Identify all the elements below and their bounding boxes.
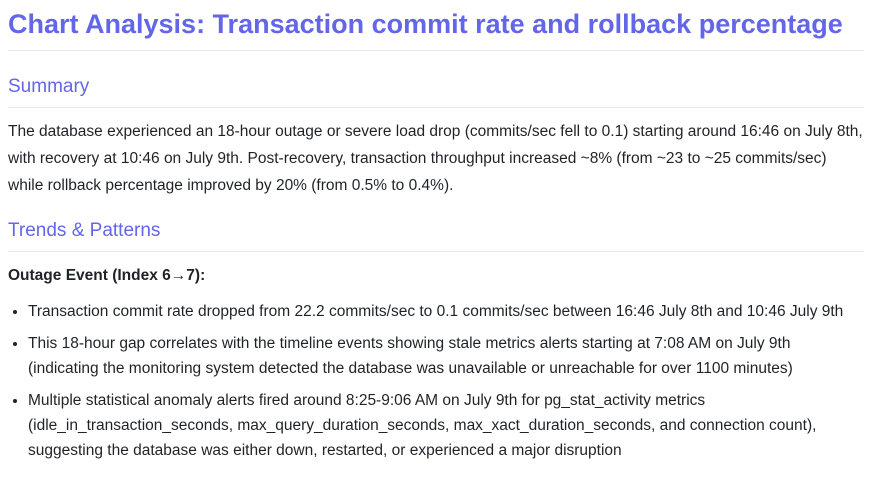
section-heading: Summary — [8, 51, 864, 108]
document: Chart Analysis: Transaction commit rate … — [0, 0, 872, 463]
section-heading: Trends & Patterns — [8, 199, 864, 252]
bullet: Transaction commit rate dropped from 22.… — [28, 299, 864, 324]
summary-text: The database experienced an 18-hour outa… — [8, 123, 863, 194]
bullet-list: Transaction commit rate dropped from 22.… — [8, 299, 864, 463]
subheading: Outage Event (Index 6→7): — [8, 267, 206, 284]
bullet: This 18-hour gap correlates with the tim… — [28, 331, 864, 381]
title: Chart Analysis: Transaction commit rate … — [8, 0, 864, 51]
bullet: Multiple statistical anomaly alerts fire… — [28, 388, 864, 463]
